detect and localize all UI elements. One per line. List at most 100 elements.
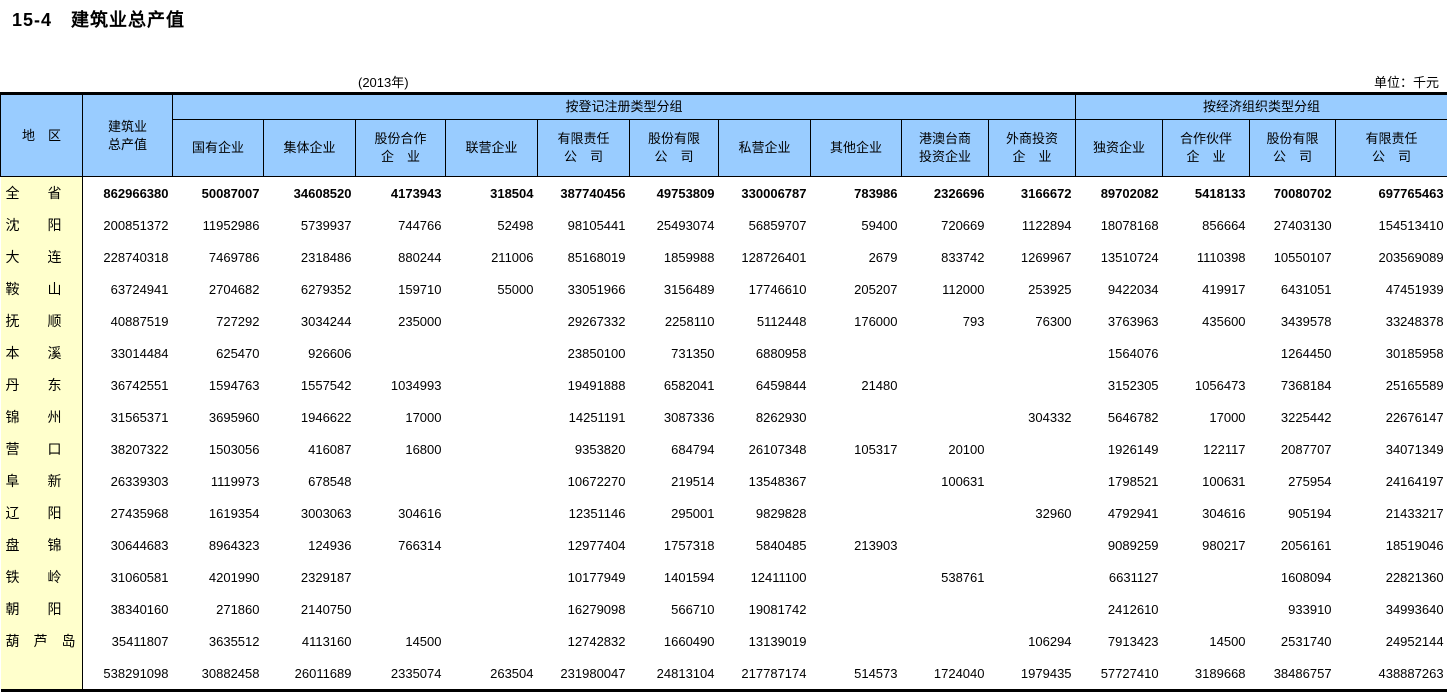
table-row: 盘 锦 30644683 8964323 124936 766314 12977404 17… xyxy=(0,529,1447,561)
value-cell: 1859988 xyxy=(629,241,719,273)
value-cell: 11952986 xyxy=(172,209,264,241)
value-cell: 1401594 xyxy=(629,561,719,593)
value-cell: 1264450 xyxy=(1249,337,1336,369)
value-cell: 36742551 xyxy=(82,369,173,401)
value-cell: 17000 xyxy=(355,401,446,433)
table-row: 全 省 862966380 50087007 34608520 4173943 31850… xyxy=(0,176,1447,209)
region-cell: 鞍 山 xyxy=(0,273,83,305)
value-cell: 2318486 xyxy=(263,241,356,273)
total-column-header: 建筑业 总产值 xyxy=(82,93,173,177)
column-header-1: 集体企业 xyxy=(263,119,356,177)
value-cell: 19081742 xyxy=(718,593,811,625)
value-cell: 128726401 xyxy=(718,241,811,273)
value-cell: 9829828 xyxy=(718,497,811,529)
value-cell: 304616 xyxy=(1162,497,1250,529)
value-cell: 3439578 xyxy=(1249,305,1336,337)
region-cell: 营 口 xyxy=(0,433,83,465)
value-cell xyxy=(901,497,989,529)
value-cell xyxy=(1162,337,1250,369)
value-cell xyxy=(988,337,1076,369)
value-cell: 6459844 xyxy=(718,369,811,401)
value-cell: 1503056 xyxy=(172,433,264,465)
column-header-9: 外商投资企 业 xyxy=(987,119,1077,177)
value-cell: 566710 xyxy=(629,593,719,625)
value-cell xyxy=(355,593,446,625)
value-cell: 13139019 xyxy=(718,625,811,657)
value-cell: 205207 xyxy=(810,273,902,305)
value-cell: 50087007 xyxy=(172,176,264,209)
value-cell: 1269967 xyxy=(988,241,1076,273)
value-cell: 47451939 xyxy=(1335,273,1447,305)
value-cell: 122117 xyxy=(1162,433,1250,465)
value-cell: 31060581 xyxy=(82,561,173,593)
column-header-12: 股份有限公 司 xyxy=(1249,119,1337,177)
value-cell: 3152305 xyxy=(1075,369,1163,401)
year-note: (2013年) xyxy=(358,75,409,90)
value-cell: 8262930 xyxy=(718,401,811,433)
value-cell: 330006787 xyxy=(718,176,811,209)
value-cell: 63724941 xyxy=(82,273,173,305)
value-cell: 933910 xyxy=(1249,593,1336,625)
value-cell: 12742832 xyxy=(537,625,630,657)
value-cell: 228740318 xyxy=(82,241,173,273)
table-row: 锦 州 31565371 3695960 1946622 17000 14251191 30… xyxy=(0,401,1447,433)
value-cell xyxy=(810,465,902,497)
value-cell: 2140750 xyxy=(263,593,356,625)
value-cell: 24952144 xyxy=(1335,625,1447,657)
region-cell: 盘 锦 xyxy=(0,529,83,561)
value-cell: 16800 xyxy=(355,433,446,465)
value-cell: 435600 xyxy=(1162,305,1250,337)
value-cell: 2329187 xyxy=(263,561,356,593)
value-cell: 263504 xyxy=(445,657,538,691)
value-cell: 10177949 xyxy=(537,561,630,593)
value-cell: 124936 xyxy=(263,529,356,561)
value-cell: 105317 xyxy=(810,433,902,465)
value-cell: 30644683 xyxy=(82,529,173,561)
value-cell: 26339303 xyxy=(82,465,173,497)
column-header-3: 联营企业 xyxy=(445,119,538,177)
value-cell: 2056161 xyxy=(1249,529,1336,561)
value-cell xyxy=(810,337,902,369)
region-cell: 铁 岭 xyxy=(0,561,83,593)
value-cell: 1619354 xyxy=(172,497,264,529)
value-cell: 27403130 xyxy=(1249,209,1336,241)
table-row: 鞍 山 63724941 2704682 6279352 159710 55000 3305… xyxy=(0,273,1447,305)
table-row: 营 口 38207322 1503056 416087 16800 9353820 6847… xyxy=(0,433,1447,465)
value-cell: 1724040 xyxy=(901,657,989,691)
value-cell: 304616 xyxy=(355,497,446,529)
value-cell xyxy=(445,593,538,625)
value-cell: 720669 xyxy=(901,209,989,241)
value-cell: 57727410 xyxy=(1075,657,1163,691)
value-cell: 21480 xyxy=(810,369,902,401)
value-cell xyxy=(901,593,989,625)
value-cell: 766314 xyxy=(355,529,446,561)
value-cell: 5739937 xyxy=(263,209,356,241)
value-cell xyxy=(445,465,538,497)
value-cell: 731350 xyxy=(629,337,719,369)
value-cell: 40887519 xyxy=(82,305,173,337)
value-cell: 684794 xyxy=(629,433,719,465)
value-cell: 70080702 xyxy=(1249,176,1336,209)
value-cell: 235000 xyxy=(355,305,446,337)
column-header-11: 合作伙伴企 业 xyxy=(1162,119,1251,177)
value-cell: 34993640 xyxy=(1335,593,1447,625)
value-cell: 33248378 xyxy=(1335,305,1447,337)
value-cell: 16279098 xyxy=(537,593,630,625)
value-cell: 697765463 xyxy=(1335,176,1447,209)
value-cell: 387740456 xyxy=(537,176,630,209)
table-row: 抚 顺 40887519 727292 3034244 235000 29267332 22… xyxy=(0,305,1447,337)
value-cell: 1798521 xyxy=(1075,465,1163,497)
value-cell: 56859707 xyxy=(718,209,811,241)
value-cell: 3763963 xyxy=(1075,305,1163,337)
value-cell: 2258110 xyxy=(629,305,719,337)
value-cell: 538761 xyxy=(901,561,989,593)
value-cell: 1660490 xyxy=(629,625,719,657)
region-cell xyxy=(0,657,83,691)
value-cell: 1119973 xyxy=(172,465,264,497)
value-cell xyxy=(988,465,1076,497)
value-cell: 26011689 xyxy=(263,657,356,691)
value-cell: 100631 xyxy=(1162,465,1250,497)
value-cell: 35411807 xyxy=(82,625,173,657)
value-cell: 3003063 xyxy=(263,497,356,529)
value-cell: 59400 xyxy=(810,209,902,241)
